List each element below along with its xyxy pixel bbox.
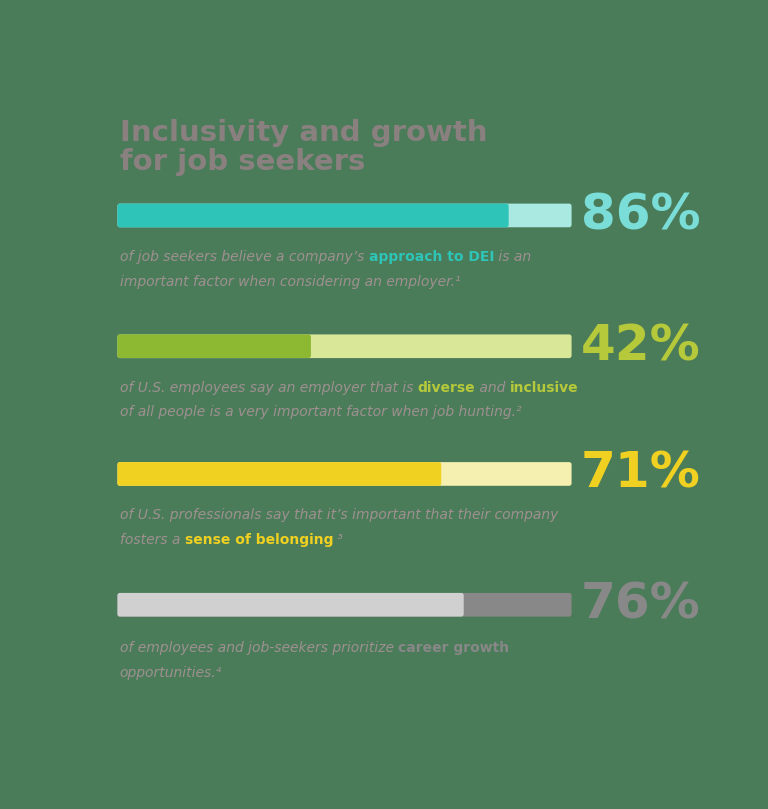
Text: of employees and job-seekers prioritize: of employees and job-seekers prioritize xyxy=(120,641,398,655)
Text: for job seekers: for job seekers xyxy=(120,148,365,176)
Text: is an: is an xyxy=(494,250,531,264)
Text: of job seekers believe a company’s: of job seekers believe a company’s xyxy=(120,250,369,264)
Text: of all people is a very important factor when job hunting.²: of all people is a very important factor… xyxy=(120,405,521,419)
Text: and: and xyxy=(475,380,510,395)
FancyBboxPatch shape xyxy=(118,593,571,616)
Text: 71%: 71% xyxy=(581,450,701,498)
Text: approach to DEI: approach to DEI xyxy=(369,250,494,264)
FancyBboxPatch shape xyxy=(118,334,311,358)
Text: career growth: career growth xyxy=(398,641,509,655)
Text: 42%: 42% xyxy=(581,322,701,371)
Text: inclusive: inclusive xyxy=(510,380,578,395)
Text: diverse: diverse xyxy=(418,380,475,395)
Text: fosters a: fosters a xyxy=(120,533,184,547)
Text: 76%: 76% xyxy=(581,581,701,629)
Text: Inclusivity and growth: Inclusivity and growth xyxy=(120,119,488,147)
FancyBboxPatch shape xyxy=(118,593,464,616)
FancyBboxPatch shape xyxy=(118,204,571,227)
Text: 86%: 86% xyxy=(581,192,700,239)
Text: of U.S. employees say an employer that is: of U.S. employees say an employer that i… xyxy=(120,380,418,395)
Text: ³: ³ xyxy=(333,533,343,547)
FancyBboxPatch shape xyxy=(118,462,571,485)
FancyBboxPatch shape xyxy=(118,462,442,485)
FancyBboxPatch shape xyxy=(118,334,571,358)
FancyBboxPatch shape xyxy=(118,204,508,227)
Text: important factor when considering an employer.¹: important factor when considering an emp… xyxy=(120,274,461,289)
Text: opportunities.⁴: opportunities.⁴ xyxy=(120,666,222,680)
Text: of U.S. professionals say that it’s important that their company: of U.S. professionals say that it’s impo… xyxy=(120,508,558,523)
Text: sense of belonging: sense of belonging xyxy=(184,533,333,547)
